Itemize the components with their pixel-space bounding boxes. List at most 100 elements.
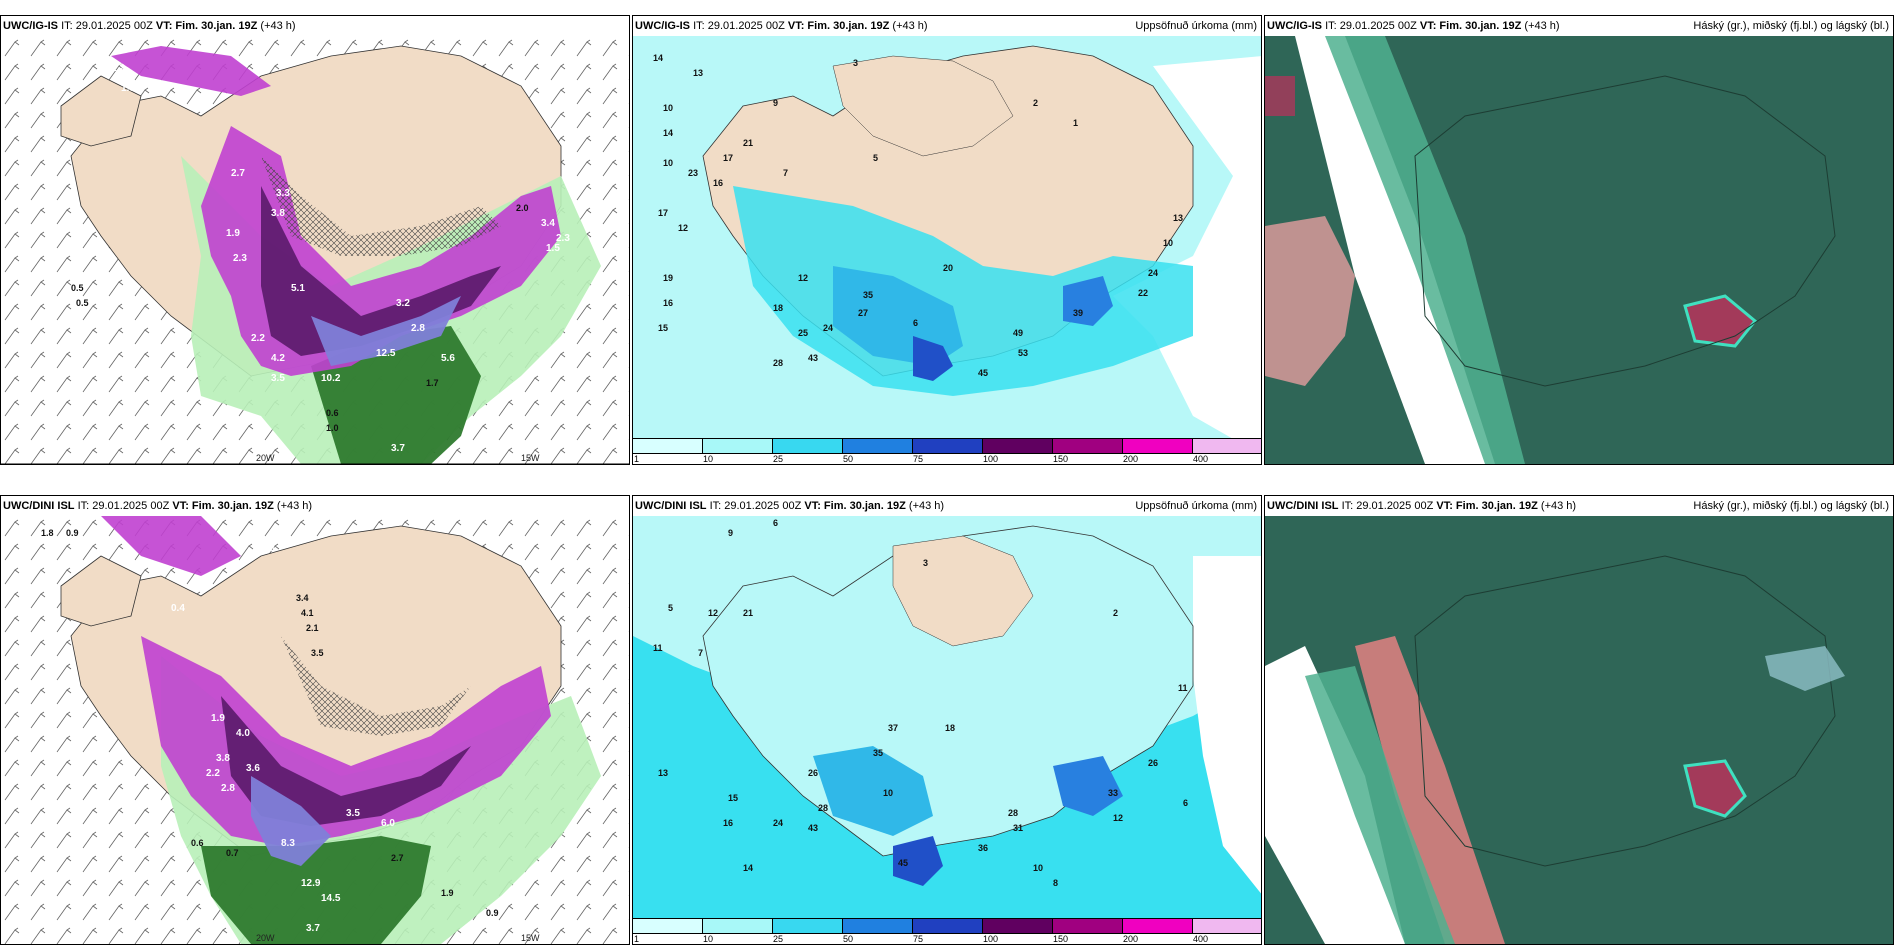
value-label: 5.6 [441, 353, 455, 364]
value-label: 2.7 [391, 853, 404, 863]
value-label: 22 [1138, 288, 1148, 298]
value-label: 7 [698, 648, 703, 658]
colorbar-cell [983, 918, 1053, 934]
value-label: 12 [798, 273, 808, 283]
colorbar-cell [1193, 438, 1261, 454]
value-label: 15 [728, 793, 738, 803]
value-label: 0.6 [326, 408, 339, 418]
value-label: 1.8 [121, 83, 135, 94]
precip-deepblue [893, 836, 943, 886]
panel-subtitle: Uppsöfnuð úrkoma (mm) [1135, 500, 1257, 512]
value-label: 0.5 [71, 283, 84, 293]
value-label: 37 [888, 723, 898, 733]
model-name: UWC/DINI ISL [1267, 500, 1339, 512]
init-time: IT: 29.01.2025 00Z [1341, 500, 1434, 512]
value-label: 24 [823, 323, 833, 333]
value-label: 2 [1033, 98, 1038, 108]
colorbar-cell [1053, 438, 1123, 454]
precip-deepblue [913, 336, 953, 381]
model-name: UWC/IG-IS [635, 20, 690, 32]
accum-precip-map: 9 6 3 5 12 21 11 7 13 16 15 26 24 43 28 … [633, 516, 1261, 944]
clear-strip [1295, 36, 1495, 464]
value-label: 35 [873, 748, 883, 758]
model-name: UWC/DINI ISL [3, 500, 75, 512]
value-label: 31 [1013, 823, 1023, 833]
colorbar-cell [1053, 918, 1123, 934]
value-label: 12 [708, 608, 718, 618]
value-label: 10.2 [321, 373, 341, 384]
value-label: 7 [783, 168, 788, 178]
valid-time: VT: Fim. 30.jan. 19Z [172, 500, 274, 512]
value-label: 17 [723, 153, 733, 163]
init-time: IT: 29.01.2025 00Z [1325, 20, 1417, 32]
teal-band [1325, 36, 1525, 464]
value-label: 15 [658, 323, 668, 333]
panel-precip-type-dini: UWC/DINI ISL IT: 29.01.2025 00Z VT: Fim.… [0, 495, 630, 945]
value-label: 5 [873, 153, 878, 163]
colorbar-tick: 50 [843, 454, 854, 464]
value-label: 14 [743, 863, 753, 873]
lowcloud-blob [1683, 294, 1758, 348]
colorbar-cell [1123, 438, 1193, 454]
panel-accum-precip-igis: UWC/IG-IS IT: 29.01.2025 00Z VT: Fim. 30… [632, 15, 1262, 465]
value-label: 43 [808, 823, 818, 833]
value-label: 8 [1053, 878, 1058, 888]
colorbar-tick: 150 [1053, 934, 1069, 944]
colorbar-cell [633, 438, 703, 454]
value-label: 3.5 [311, 648, 324, 658]
midcloud-blob [1765, 646, 1845, 691]
value-label: 49 [1013, 328, 1023, 338]
value-label: 0.9 [66, 528, 79, 538]
value-label: 4.1 [301, 608, 314, 618]
value-label: 33 [1108, 788, 1118, 798]
value-label: 10 [883, 788, 893, 798]
value-label: 18 [945, 723, 955, 733]
land-outline [1414, 555, 1836, 867]
colorbar-tick: 50 [843, 934, 854, 944]
value-labels: 14 13 10 3 9 21 17 7 10 14 23 16 12 17 1… [653, 53, 1183, 378]
header-left: UWC/DINI ISL IT: 29.01.2025 00Z VT: Fim.… [635, 496, 944, 516]
value-label: 45 [978, 368, 988, 378]
value-label: 3.8 [216, 753, 230, 764]
colorbar-tick: 100 [983, 454, 999, 464]
colorbar-tick: 150 [1053, 454, 1069, 464]
value-label: 0.6 [191, 838, 204, 848]
value-label: 0.7 [226, 848, 239, 858]
colorbar-cells [633, 438, 1261, 454]
glacier-north [892, 535, 1034, 647]
panel-header: UWC/IG-IS IT: 29.01.2025 00Z VT: Fim. 30… [633, 16, 1261, 36]
colorbar-cell [983, 438, 1053, 454]
value-labels: 1.8 0.9 1.3 0.4 3.4 4.1 2.1 3.5 1.9 4.0 … [41, 528, 499, 934]
header-left: UWC/IG-IS IT: 29.01.2025 00Z VT: Fim. 30… [1267, 16, 1560, 36]
value-label: 20 [943, 263, 953, 273]
value-label: 3.8 [271, 208, 285, 219]
precip-north [111, 46, 271, 96]
value-label: 1.9 [441, 888, 454, 898]
colorbar-tick: 1 [634, 934, 640, 944]
value-label: 1.0 [326, 423, 339, 433]
colorbar-cell [913, 918, 983, 934]
value-label: 35 [863, 290, 873, 300]
value-label: 14 [663, 128, 673, 138]
value-label: 0.5 [76, 298, 89, 308]
value-label: 28 [818, 803, 828, 813]
value-label: 27 [858, 308, 868, 318]
valid-time: VT: Fim. 30.jan. 19Z [787, 20, 890, 32]
init-time: IT: 29.01.2025 00Z [77, 500, 170, 512]
valid-time: VT: Fim. 30.jan. 19Z [804, 500, 906, 512]
value-label: 10 [1033, 863, 1043, 873]
colorbar-tick: 10 [703, 454, 714, 464]
model-name: UWC/DINI ISL [635, 500, 707, 512]
panel-header: UWC/IG-IS IT: 29.01.2025 00Z VT: Fim. 30… [1265, 16, 1893, 36]
value-label: 12.5 [376, 348, 396, 359]
panel-precip-type-igis: UWC/IG-IS IT: 29.01.2025 00Z VT: Fim. 30… [0, 15, 630, 465]
value-labels: 1.2 1.8 2.7 0.5 1.9 2.3 3.3 3.8 5.1 4.2 … [71, 63, 570, 454]
westfjords [60, 75, 142, 147]
value-label: 28 [1008, 808, 1018, 818]
value-label: 16 [663, 298, 673, 308]
value-label: 13 [1173, 213, 1183, 223]
value-label: 2.0 [516, 203, 529, 213]
value-label: 1 [1073, 118, 1078, 128]
value-label: 1.9 [211, 713, 225, 724]
